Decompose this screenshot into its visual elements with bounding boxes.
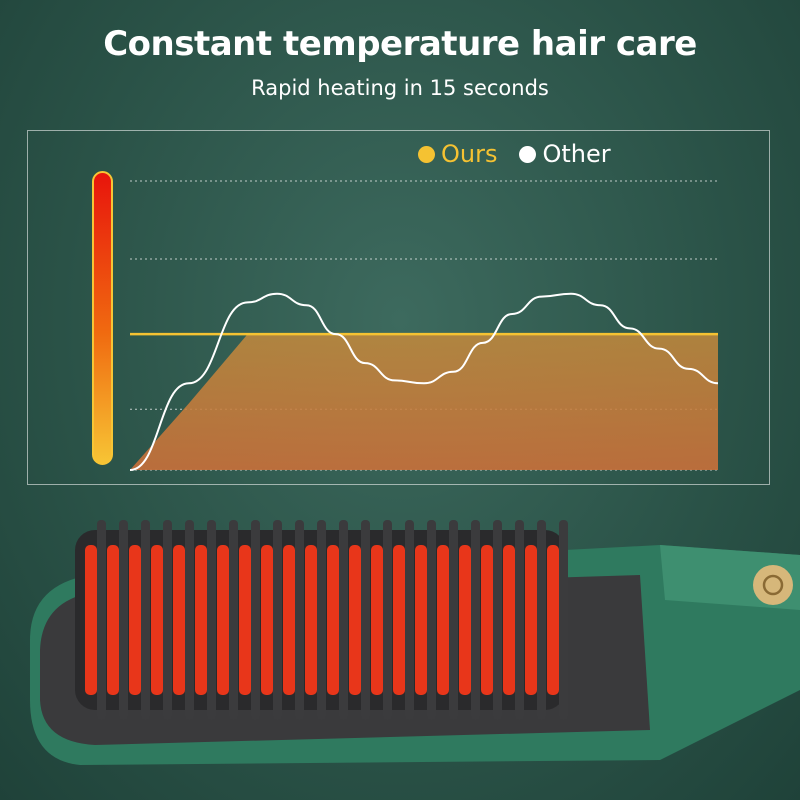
heating-element: [107, 545, 119, 695]
legend-ours-dot: [418, 146, 435, 163]
power-icon: [762, 574, 784, 596]
legend-other-label: Other: [542, 140, 611, 168]
heating-element: [503, 545, 515, 695]
heating-element: [305, 545, 317, 695]
heating-element: [261, 545, 273, 695]
bristle: [141, 520, 150, 720]
bristle: [559, 520, 568, 720]
heating-element: [173, 545, 185, 695]
bristle: [471, 520, 480, 720]
heating-element: [217, 545, 229, 695]
other-line: [129, 292, 719, 471]
heating-element: [371, 545, 383, 695]
bristle: [383, 520, 392, 720]
bristle: [119, 520, 128, 720]
legend-other: Other: [519, 140, 611, 168]
bristle: [427, 520, 436, 720]
bristle: [493, 520, 502, 720]
heating-element: [481, 545, 493, 695]
bristle: [97, 520, 106, 720]
chart-legend: Ours Other: [418, 140, 611, 168]
bristle: [163, 520, 172, 720]
heating-element: [239, 545, 251, 695]
legend-ours: Ours: [418, 140, 497, 168]
bristle: [207, 520, 216, 720]
bristle: [251, 520, 260, 720]
legend-other-dot: [519, 146, 537, 163]
bristle: [537, 520, 546, 720]
heating-element: [547, 545, 559, 695]
bristle: [339, 520, 348, 720]
bristle: [273, 520, 282, 720]
legend-ours-label: Ours: [441, 140, 498, 168]
hair-straightener-brush: [30, 520, 800, 765]
bristle: [361, 520, 370, 720]
heating-element: [459, 545, 471, 695]
heating-element: [151, 545, 163, 695]
heating-element: [415, 545, 427, 695]
bristle: [405, 520, 414, 720]
bristle: [295, 520, 304, 720]
page-title: Constant temperature hair care: [103, 24, 697, 64]
heating-element: [525, 545, 537, 695]
heating-element: [85, 545, 97, 695]
bristle: [515, 520, 524, 720]
ours-area: [130, 334, 718, 470]
heating-element: [327, 545, 339, 695]
heating-element: [283, 545, 295, 695]
thermometer-bar: [92, 171, 113, 465]
heating-element: [393, 545, 405, 695]
bristle: [185, 520, 194, 720]
power-button[interactable]: [753, 565, 793, 605]
bristle: [229, 520, 238, 720]
chart-frame: [27, 130, 770, 485]
heating-element: [349, 545, 361, 695]
bristle: [449, 520, 458, 720]
heating-element: [437, 545, 449, 695]
page-subtitle: Rapid heating in 15 seconds: [251, 76, 549, 100]
heating-element: [129, 545, 141, 695]
bristle: [317, 520, 326, 720]
heating-element: [195, 545, 207, 695]
